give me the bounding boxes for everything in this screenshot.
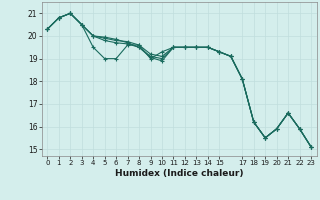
X-axis label: Humidex (Indice chaleur): Humidex (Indice chaleur) (115, 169, 244, 178)
